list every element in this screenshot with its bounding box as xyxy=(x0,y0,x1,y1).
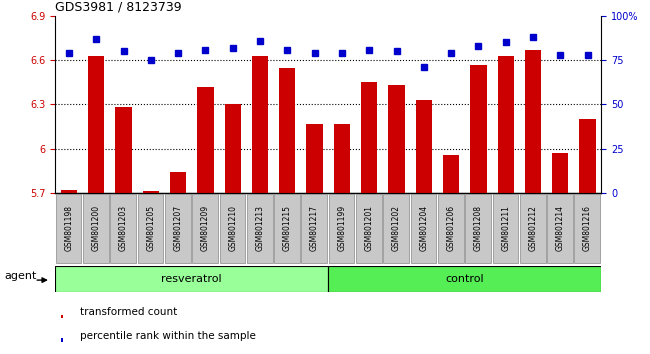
Text: GSM801212: GSM801212 xyxy=(528,205,538,251)
Text: GSM801217: GSM801217 xyxy=(310,205,319,251)
Text: GSM801213: GSM801213 xyxy=(255,205,265,251)
Bar xyxy=(115,107,132,354)
Text: GSM801216: GSM801216 xyxy=(583,205,592,251)
FancyBboxPatch shape xyxy=(55,266,328,292)
FancyBboxPatch shape xyxy=(111,194,136,263)
FancyBboxPatch shape xyxy=(547,194,573,263)
FancyBboxPatch shape xyxy=(438,194,463,263)
Bar xyxy=(252,56,268,354)
Text: GSM801211: GSM801211 xyxy=(501,205,510,251)
Bar xyxy=(306,124,323,354)
Bar xyxy=(60,315,64,318)
FancyBboxPatch shape xyxy=(328,266,601,292)
Bar xyxy=(361,82,378,354)
Bar xyxy=(388,85,405,354)
Text: GSM801201: GSM801201 xyxy=(365,205,374,251)
Text: GSM801202: GSM801202 xyxy=(392,205,401,251)
Text: GSM801203: GSM801203 xyxy=(119,205,128,251)
Bar xyxy=(60,338,64,342)
Text: control: control xyxy=(445,274,484,284)
Bar xyxy=(333,124,350,354)
Bar xyxy=(579,119,596,354)
Bar xyxy=(443,155,460,354)
FancyBboxPatch shape xyxy=(520,194,545,263)
Text: GSM801207: GSM801207 xyxy=(174,205,183,251)
Text: GSM801206: GSM801206 xyxy=(447,205,456,251)
FancyBboxPatch shape xyxy=(192,194,218,263)
FancyBboxPatch shape xyxy=(83,194,109,263)
FancyBboxPatch shape xyxy=(56,194,81,263)
Bar xyxy=(170,172,187,354)
FancyBboxPatch shape xyxy=(356,194,382,263)
FancyBboxPatch shape xyxy=(274,194,300,263)
FancyBboxPatch shape xyxy=(493,194,518,263)
Bar xyxy=(525,50,541,354)
FancyBboxPatch shape xyxy=(465,194,491,263)
Bar xyxy=(60,190,77,354)
FancyBboxPatch shape xyxy=(165,194,190,263)
Bar xyxy=(224,104,241,354)
Text: GSM801198: GSM801198 xyxy=(64,205,73,251)
Text: GDS3981 / 8123739: GDS3981 / 8123739 xyxy=(55,0,182,13)
Text: agent: agent xyxy=(5,271,37,281)
Text: GSM801214: GSM801214 xyxy=(556,205,565,251)
Text: resveratrol: resveratrol xyxy=(161,274,222,284)
FancyBboxPatch shape xyxy=(138,194,163,263)
Bar xyxy=(279,68,296,354)
FancyBboxPatch shape xyxy=(220,194,245,263)
FancyBboxPatch shape xyxy=(411,194,436,263)
FancyBboxPatch shape xyxy=(302,194,327,263)
Text: GSM801204: GSM801204 xyxy=(419,205,428,251)
Text: GSM801199: GSM801199 xyxy=(337,205,346,251)
Text: transformed count: transformed count xyxy=(80,307,177,318)
Bar xyxy=(415,100,432,354)
Bar xyxy=(497,56,514,354)
Text: GSM801208: GSM801208 xyxy=(474,205,483,251)
FancyBboxPatch shape xyxy=(247,194,272,263)
Text: GSM801215: GSM801215 xyxy=(283,205,292,251)
Text: GSM801200: GSM801200 xyxy=(92,205,101,251)
Text: GSM801209: GSM801209 xyxy=(201,205,210,251)
Bar xyxy=(142,192,159,354)
FancyBboxPatch shape xyxy=(575,194,600,263)
Bar xyxy=(552,153,569,354)
FancyBboxPatch shape xyxy=(329,194,354,263)
Text: GSM801210: GSM801210 xyxy=(228,205,237,251)
FancyBboxPatch shape xyxy=(384,194,409,263)
Bar xyxy=(197,87,214,354)
Bar xyxy=(470,65,487,354)
Bar xyxy=(88,56,105,354)
Text: percentile rank within the sample: percentile rank within the sample xyxy=(80,331,255,341)
Text: GSM801205: GSM801205 xyxy=(146,205,155,251)
